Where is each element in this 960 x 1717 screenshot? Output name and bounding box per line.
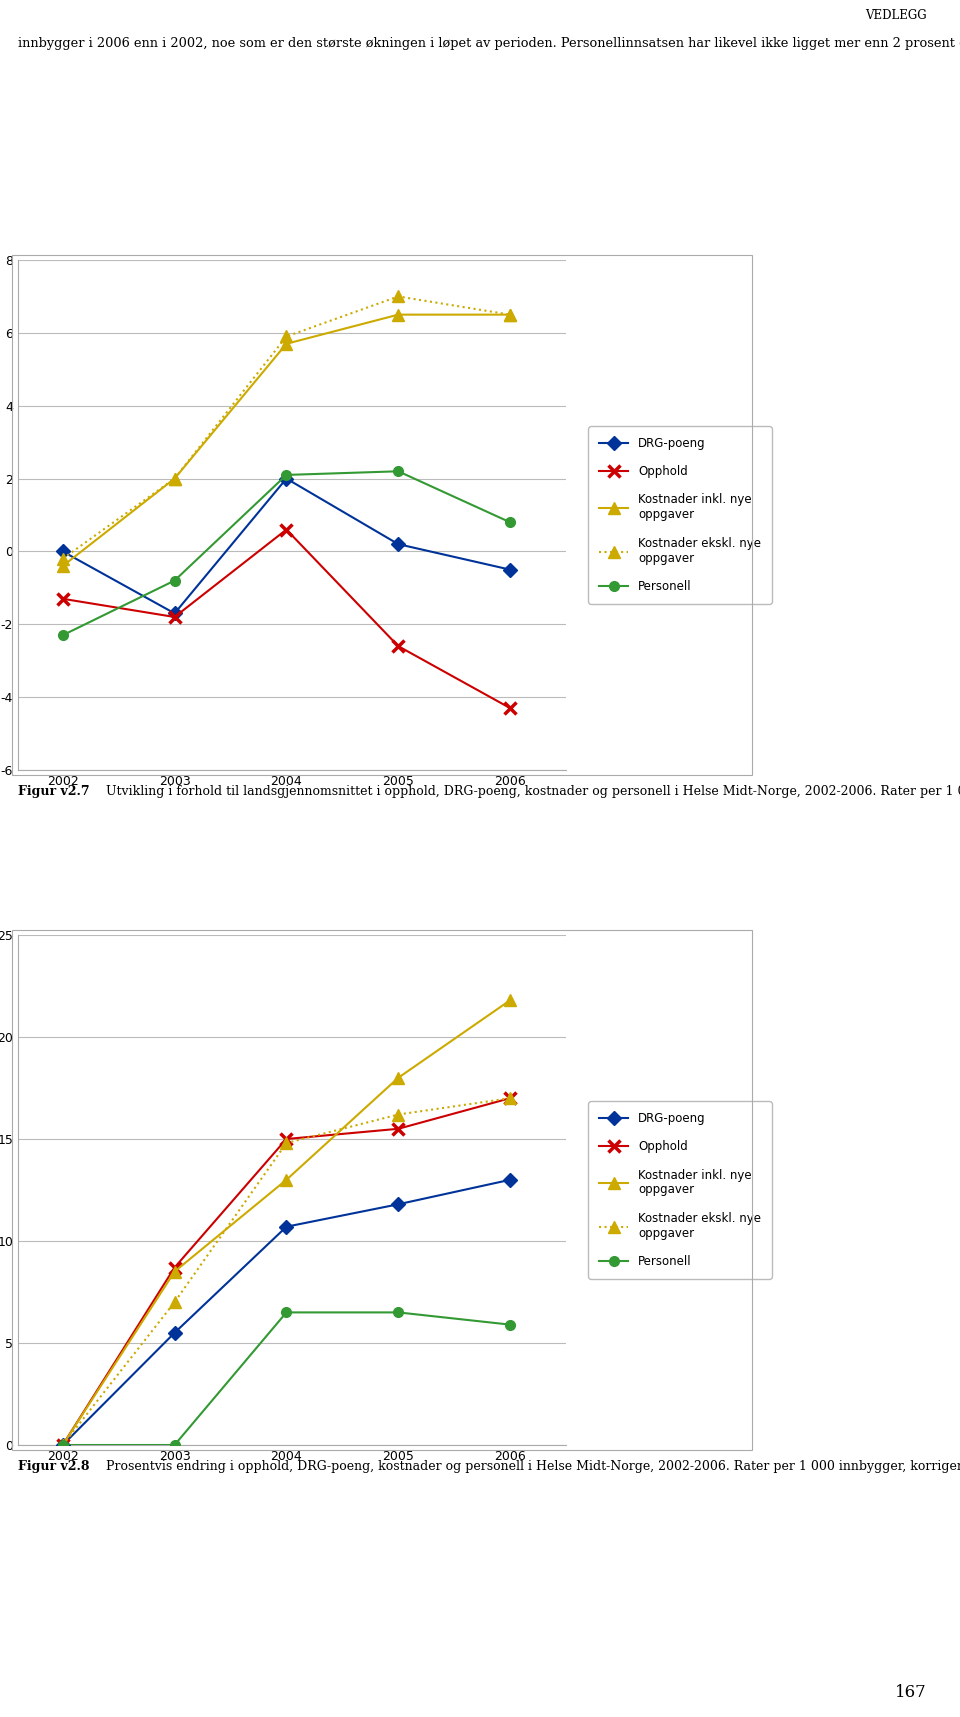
Text: innbygger i 2006 enn i 2002, noe som er den største økningen i løpet av perioden: innbygger i 2006 enn i 2002, noe som er … [18, 34, 960, 50]
Text: Figur v2.7: Figur v2.7 [18, 785, 89, 798]
Text: VEDLEGG: VEDLEGG [865, 9, 926, 22]
Legend: DRG-poeng, Opphold, Kostnader inkl. nye
oppgaver, Kostnader ekskl. nye
oppgaver,: DRG-poeng, Opphold, Kostnader inkl. nye … [588, 1101, 772, 1279]
Text: Prosentvis endring i opphold, DRG-poeng, kostnader og personell i Helse Midt-Nor: Prosentvis endring i opphold, DRG-poeng,… [106, 1459, 960, 1473]
Text: Utvikling i forhold til landsgjennomsnittet i opphold, DRG-poeng, kostnader og p: Utvikling i forhold til landsgjennomsnit… [106, 785, 960, 798]
Legend: DRG-poeng, Opphold, Kostnader inkl. nye
oppgaver, Kostnader ekskl. nye
oppgaver,: DRG-poeng, Opphold, Kostnader inkl. nye … [588, 426, 772, 604]
Text: 167: 167 [895, 1683, 926, 1700]
Text: Figur v2.8: Figur v2.8 [18, 1459, 89, 1473]
